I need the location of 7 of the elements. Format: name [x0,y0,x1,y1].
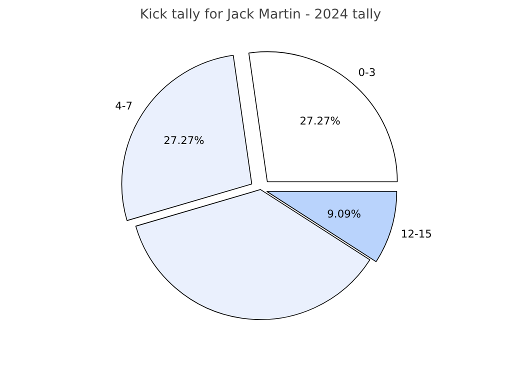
slice-label: 4-7 [115,99,132,112]
data-label: 9.09% [327,208,362,221]
chart-title: Kick tally for Jack Martin - 2024 tally [140,8,382,22]
slice-label: 0-3 [358,66,376,79]
slice-label: 12-15 [400,227,432,240]
data-label: 27.27% [164,134,204,147]
data-label: 27.27% [300,114,340,128]
